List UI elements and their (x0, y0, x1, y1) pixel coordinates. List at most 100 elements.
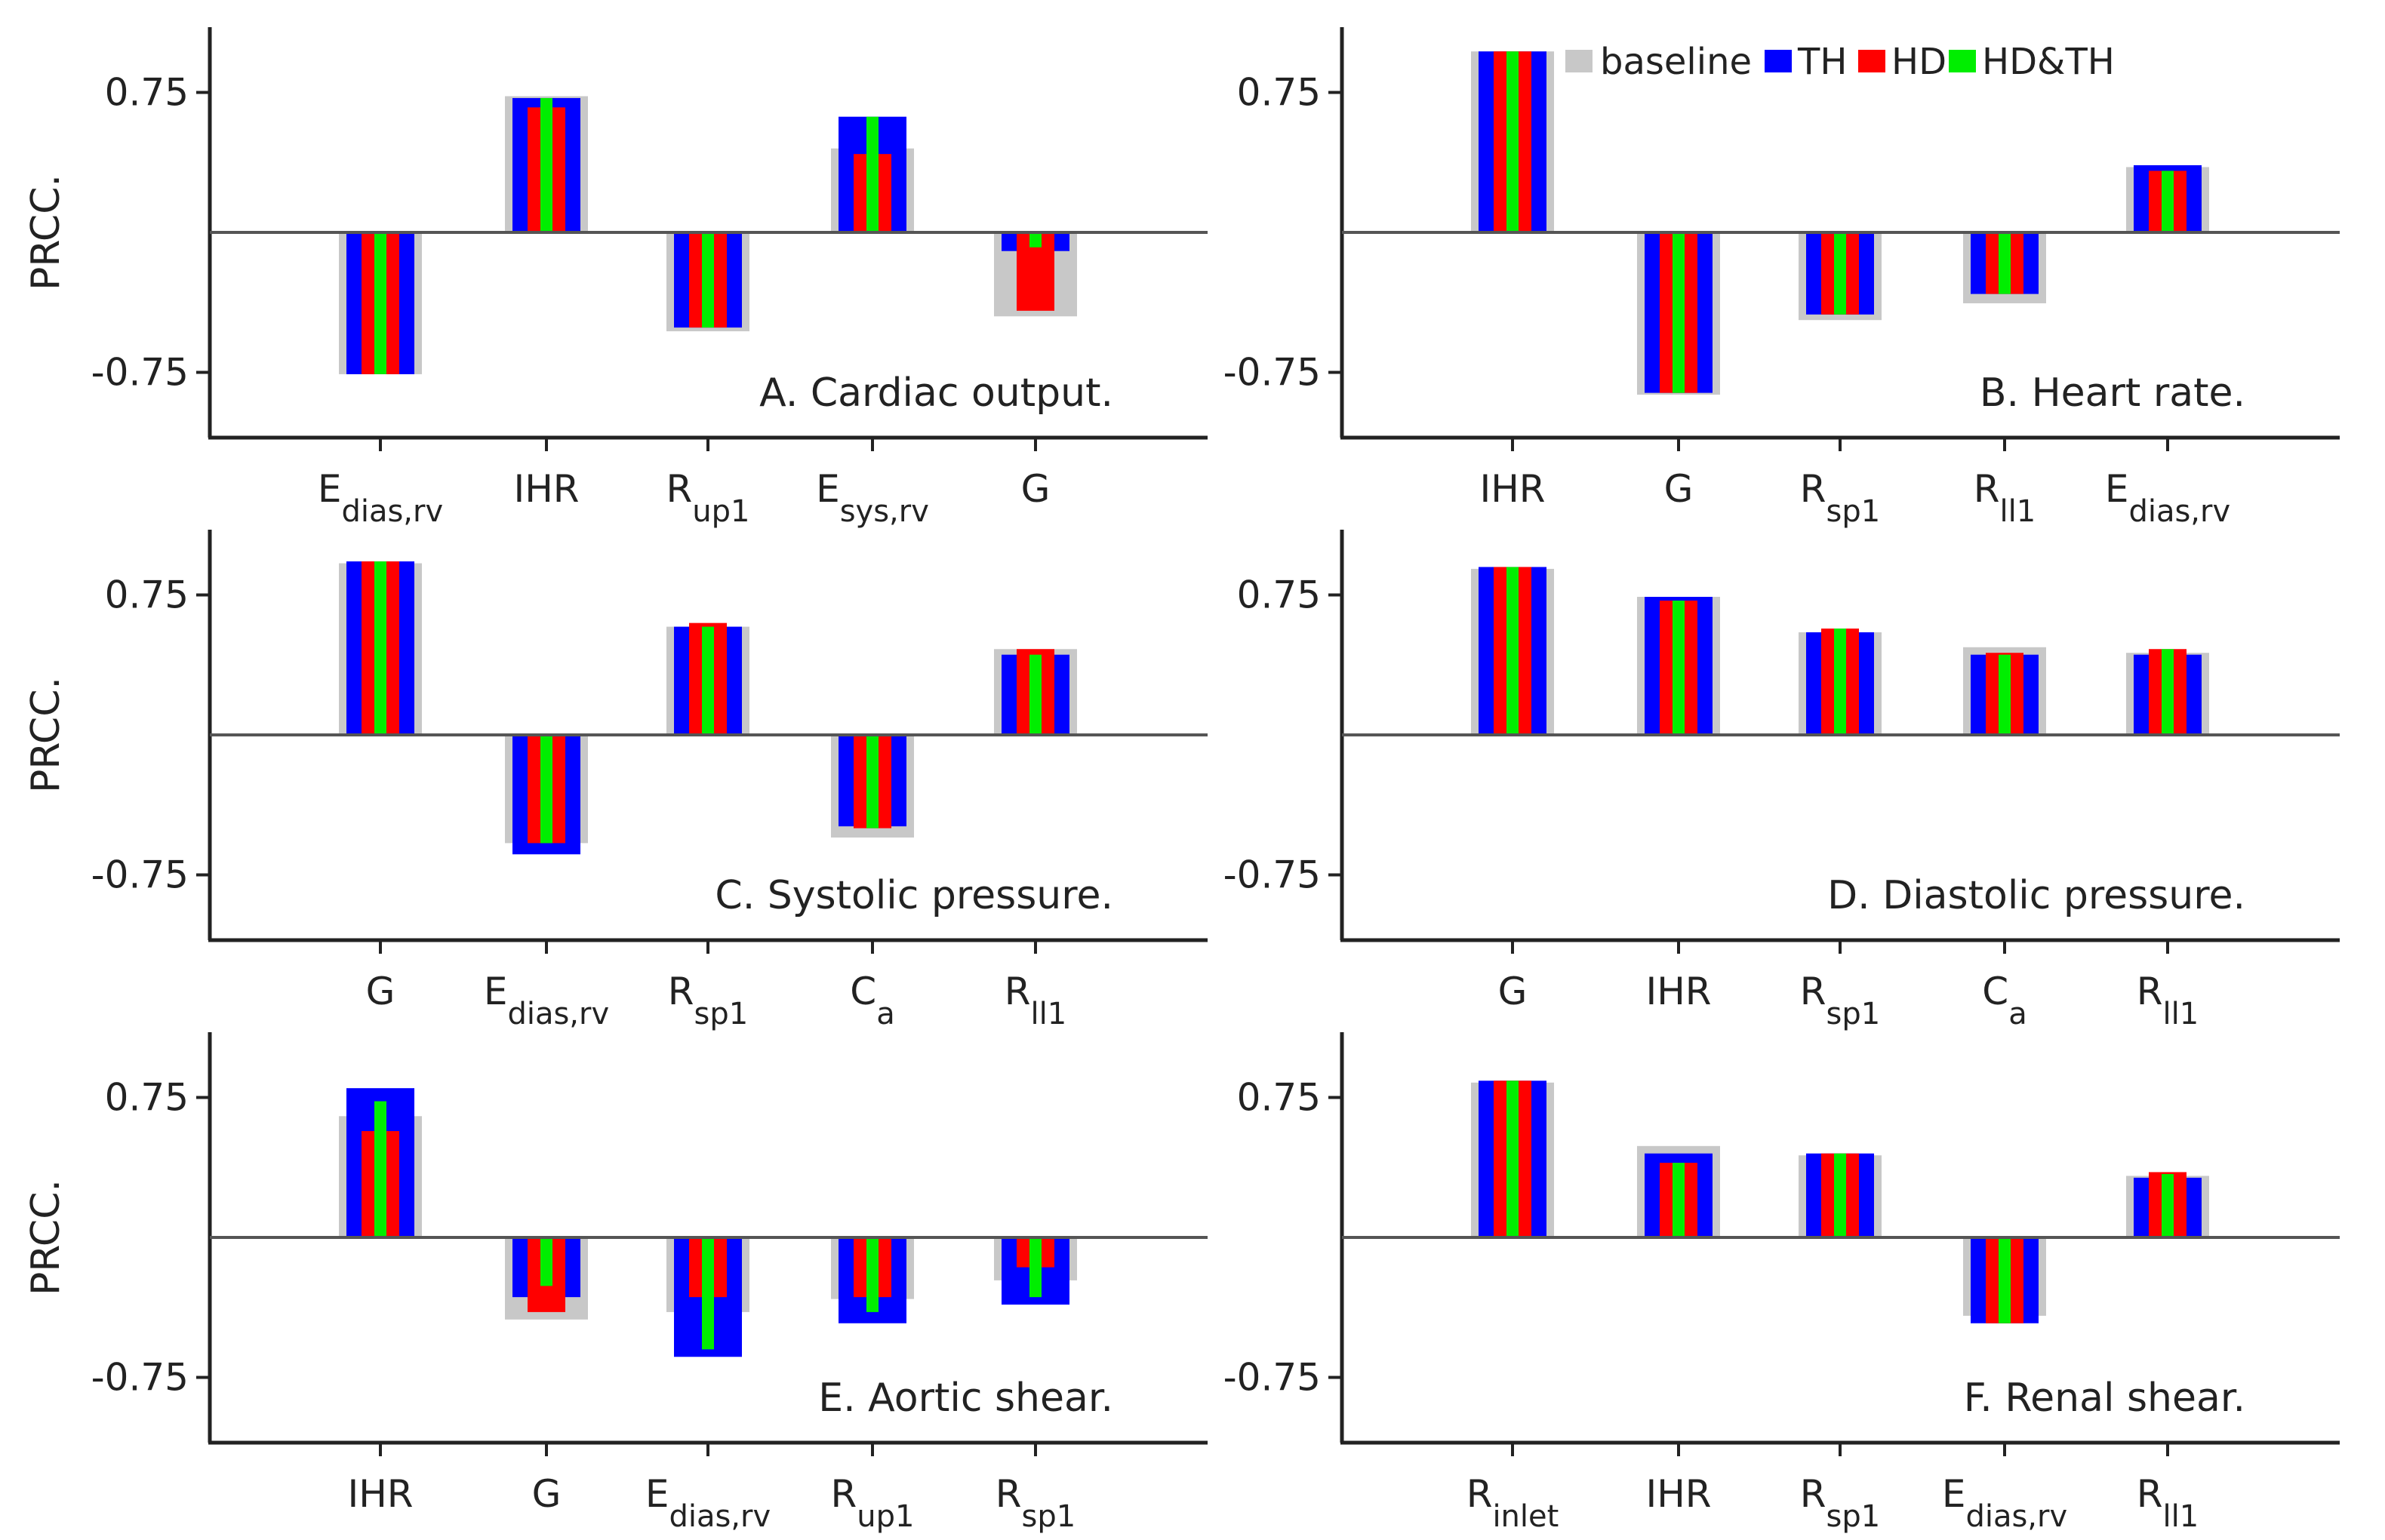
x-tick-label-sub: sp1 (1022, 1499, 1076, 1534)
bar-hdth-1 (1506, 51, 1519, 233)
x-tick-label-main: IHR (1645, 1472, 1711, 1516)
panel-title: B. Heart rate. (1980, 370, 2245, 416)
legend-swatch-baseline (1565, 50, 1593, 72)
bar-hdth-5 (1029, 232, 1042, 247)
legend-swatch-th (1765, 50, 1792, 72)
x-tick-label-main: G (366, 970, 395, 1013)
x-tick-label: G (1021, 467, 1051, 511)
x-tick-label-main: E (318, 467, 342, 511)
y-tick-label: 0.75 (105, 71, 189, 115)
bar-hdth-3 (1834, 1153, 1846, 1237)
x-tick-label: Rll1 (1974, 467, 2036, 529)
bar-hdth-1 (374, 232, 386, 374)
bar-hdth-1 (1506, 567, 1519, 735)
y-axis-label: PRCC. (23, 1179, 69, 1296)
x-tick-label-main: R (1800, 970, 1826, 1013)
x-tick-label-main: R (996, 1472, 1022, 1516)
panel-f: 0.75 -0.75 Rinlet IHR Rsp1 Edias,rv Rll1 F. Ren… (1223, 1032, 2340, 1534)
bar-hdth-5 (2162, 171, 2174, 232)
x-tick-label-sub: sp1 (1826, 997, 1881, 1031)
x-tick-label-sub: sp1 (1826, 494, 1881, 529)
bar-hdth-3 (1834, 629, 1846, 735)
bar-hdth-5 (2162, 649, 2174, 735)
x-tick-label: Rll1 (2137, 1472, 2199, 1534)
bar-hdth-2 (1673, 232, 1685, 393)
legend-label-hdth: HD&TH (1982, 41, 2115, 83)
y-tick-label: 0.75 (1237, 1076, 1321, 1120)
legend-label-th: TH (1797, 41, 1847, 83)
x-tick-label: G (1498, 970, 1528, 1013)
bar-hdth-4 (1999, 1237, 2011, 1323)
x-tick-label-sub: dias,rv (669, 1499, 771, 1534)
x-tick-label: Edias,rv (484, 970, 609, 1031)
y-tick-label: 0.75 (1237, 573, 1321, 617)
x-tick-label-main: R (831, 1472, 857, 1516)
bar-hdth-4 (866, 116, 879, 232)
x-tick-label-sub: dias,rv (1965, 1499, 2067, 1534)
x-tick-label: Ca (1982, 970, 2026, 1031)
x-tick-label-main: C (850, 970, 876, 1013)
x-tick-label-main: R (2137, 970, 2163, 1013)
panel-title: E. Aortic shear. (818, 1376, 1113, 1421)
bar-hdth-3 (702, 1237, 714, 1350)
x-tick-label: IHR (1645, 1472, 1711, 1516)
x-tick-label-main: E (484, 970, 508, 1013)
x-tick-label-main: R (666, 467, 693, 511)
x-tick-label: IHR (1479, 467, 1545, 511)
bar-hdth-1 (374, 1101, 386, 1237)
bar-hdth-5 (1029, 1237, 1042, 1298)
x-tick-label: Edias,rv (645, 1472, 771, 1534)
x-tick-label-main: R (1800, 1472, 1826, 1516)
x-tick-label-main: E (2105, 467, 2129, 511)
y-tick-label: -0.75 (91, 1355, 189, 1399)
panel-a: 0.75 -0.75 PRCC. Edias,rv IHR Rup1 Esys,rv G A. … (23, 27, 1208, 529)
bar-hdth-2 (1673, 1163, 1685, 1237)
bar-hdth-2 (1673, 600, 1685, 735)
x-tick-label-sub: ll1 (2163, 1499, 2199, 1534)
x-tick-label-main: R (1005, 970, 1031, 1013)
x-tick-label-sub: a (2008, 997, 2027, 1031)
y-axis-label: PRCC. (23, 677, 69, 793)
panel-title: A. Cardiac output. (759, 370, 1113, 416)
panel-title: D. Diastolic pressure. (1827, 873, 2245, 918)
x-tick-label-main: IHR (1645, 970, 1711, 1013)
x-tick-label-main: E (1942, 1472, 1966, 1516)
y-tick-label: 0.75 (105, 1076, 189, 1120)
legend-swatch-hdth (1949, 50, 1976, 72)
bar-hdth-2 (540, 735, 552, 844)
y-axis-label: PRCC. (23, 174, 69, 290)
x-tick-label-main: C (1982, 970, 2008, 1013)
x-tick-label: Rup1 (666, 467, 750, 529)
x-tick-label: G (366, 970, 395, 1013)
x-tick-label: Rup1 (831, 1472, 915, 1534)
x-tick-label: IHR (1645, 970, 1711, 1013)
x-tick-label: Rsp1 (1800, 970, 1880, 1031)
x-tick-label-sub: dias,rv (2128, 494, 2230, 529)
x-tick-label-main: G (1498, 970, 1528, 1013)
x-tick-label: G (1664, 467, 1694, 511)
x-tick-label: IHR (347, 1472, 413, 1516)
bar-hdth-4 (1999, 654, 2011, 735)
y-tick-label: -0.75 (91, 350, 189, 394)
y-tick-label: -0.75 (1223, 350, 1321, 394)
x-tick-label-sub: up1 (692, 494, 749, 529)
bar-hdth-3 (1834, 232, 1846, 315)
x-tick-label-sub: a (876, 997, 895, 1031)
y-tick-label: 0.75 (105, 573, 189, 617)
bar-hdth-4 (866, 735, 879, 828)
x-tick-label-sub: dias,rv (507, 997, 609, 1031)
x-tick-label: G (532, 1472, 562, 1516)
x-tick-label-sub: sys,rv (840, 494, 929, 529)
x-tick-label: Rsp1 (1800, 1472, 1880, 1534)
x-tick-label-sub: sp1 (1826, 1499, 1881, 1534)
x-tick-label: Rsp1 (1800, 467, 1880, 529)
x-tick-label-main: R (1800, 467, 1826, 511)
x-tick-label: Rll1 (1005, 970, 1066, 1031)
panel-title: C. Systolic pressure. (715, 873, 1113, 918)
y-tick-label: -0.75 (1223, 1355, 1321, 1399)
x-tick-label: Rinlet (1466, 1472, 1559, 1534)
x-tick-label: Ca (850, 970, 894, 1031)
bar-hdth-1 (374, 561, 386, 735)
x-tick-label: Rsp1 (996, 1472, 1076, 1534)
y-tick-label: -0.75 (1223, 853, 1321, 896)
